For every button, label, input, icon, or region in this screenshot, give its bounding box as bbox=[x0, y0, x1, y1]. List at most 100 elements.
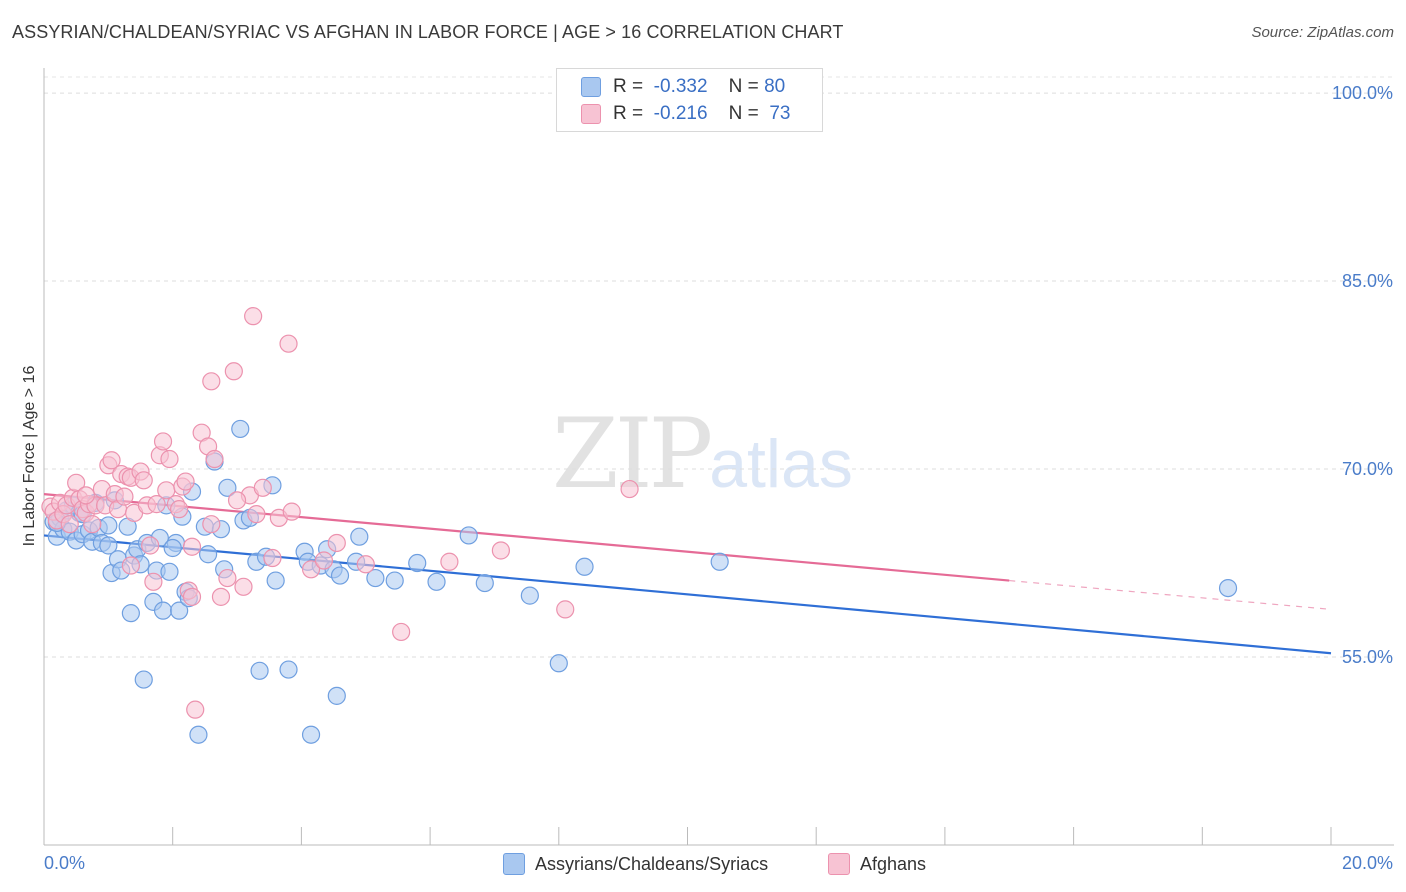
point-assyrians bbox=[350, 527, 369, 546]
point-afghans bbox=[144, 572, 163, 591]
point-afghans bbox=[121, 556, 140, 575]
point-assyrians bbox=[189, 725, 208, 744]
point-afghans bbox=[224, 362, 243, 381]
point-afghans bbox=[153, 432, 173, 451]
point-assyrians bbox=[250, 661, 269, 680]
bottom-legend-swatch-blue bbox=[503, 853, 525, 875]
point-afghans bbox=[205, 449, 224, 469]
point-assyrians bbox=[366, 568, 385, 588]
point-afghans bbox=[356, 555, 375, 574]
y-tick-label: 55.0% bbox=[1342, 647, 1393, 667]
legend-row-assyrians: R = -0.332 N = 80 bbox=[581, 75, 785, 99]
point-afghans bbox=[211, 587, 231, 606]
point-assyrians bbox=[218, 478, 237, 497]
point-assyrians bbox=[198, 545, 218, 564]
point-afghans bbox=[392, 622, 411, 642]
point-assyrians bbox=[163, 538, 182, 558]
point-afghans bbox=[227, 491, 247, 510]
point-afghans bbox=[314, 551, 334, 570]
point-afghans bbox=[83, 515, 102, 534]
bottom-legend-afghans[interactable]: Afghans bbox=[828, 852, 926, 876]
bottom-legend-label: Afghans bbox=[860, 853, 927, 874]
y-tick-label: 100.0% bbox=[1332, 83, 1393, 103]
watermark-atlas: atlas bbox=[709, 426, 853, 502]
stats-legend: R = -0.332 N = 80 R = -0.216 N = 73 bbox=[556, 68, 823, 132]
x-tick-label: 0.0% bbox=[44, 853, 85, 873]
point-afghans bbox=[186, 700, 205, 719]
point-afghans bbox=[102, 451, 121, 470]
point-afghans bbox=[202, 515, 221, 534]
point-assyrians bbox=[121, 604, 140, 623]
point-afghans bbox=[160, 449, 179, 469]
point-afghans bbox=[76, 486, 95, 505]
point-afghans bbox=[234, 577, 253, 596]
point-afghans bbox=[247, 505, 266, 524]
y-axis-label: In Labor Force | Age > 16 bbox=[21, 365, 38, 547]
source-label[interactable]: Source: ZipAtlas.com bbox=[1251, 24, 1394, 41]
point-assyrians bbox=[170, 601, 189, 620]
y-tick-label: 85.0% bbox=[1342, 271, 1393, 291]
y-tick-label: 70.0% bbox=[1342, 459, 1393, 479]
point-assyrians bbox=[279, 660, 298, 679]
point-assyrians bbox=[710, 552, 729, 571]
legend-n-value: 73 bbox=[769, 103, 791, 124]
point-afghans bbox=[244, 307, 263, 326]
point-assyrians bbox=[160, 562, 179, 581]
point-afghans bbox=[253, 478, 272, 497]
point-afghans bbox=[176, 472, 195, 491]
point-afghans bbox=[60, 515, 79, 534]
point-assyrians bbox=[301, 725, 321, 744]
point-afghans bbox=[491, 541, 510, 560]
point-assyrians bbox=[427, 572, 446, 591]
point-afghans bbox=[170, 500, 189, 519]
point-afghans bbox=[301, 560, 321, 579]
point-afghans bbox=[115, 487, 134, 506]
bottom-legend-label: Assyrians/Chaldeans/Syriacs bbox=[535, 853, 769, 874]
point-afghans bbox=[141, 536, 160, 555]
x-tick-label: 20.0% bbox=[1342, 853, 1393, 873]
y-tick-labels: 55.0% 70.0% 85.0% 100.0% bbox=[1332, 83, 1393, 667]
point-assyrians bbox=[266, 571, 285, 590]
x-tick-labels: 0.0% 20.0% bbox=[44, 853, 1393, 873]
point-afghans bbox=[182, 537, 202, 556]
point-afghans bbox=[327, 533, 346, 553]
chart-title: ASSYRIAN/CHALDEAN/SYRIAC VS AFGHAN IN LA… bbox=[12, 22, 844, 42]
point-afghans bbox=[279, 334, 298, 353]
point-assyrians bbox=[408, 553, 427, 573]
legend-n-value: 80 bbox=[764, 76, 786, 97]
point-afghans bbox=[182, 587, 202, 606]
point-assyrians bbox=[575, 557, 594, 576]
point-assyrians bbox=[327, 686, 346, 705]
axes bbox=[43, 68, 1394, 846]
legend-swatch-pink bbox=[581, 104, 601, 124]
legend-r-label: R = bbox=[613, 76, 644, 97]
point-assyrians bbox=[520, 586, 539, 605]
point-assyrians bbox=[459, 526, 478, 545]
data-points bbox=[41, 307, 1238, 744]
point-afghans bbox=[263, 548, 282, 568]
point-assyrians bbox=[385, 571, 404, 590]
trend-line-afghans bbox=[43, 493, 1010, 582]
point-afghans bbox=[620, 479, 639, 499]
point-assyrians bbox=[153, 601, 173, 620]
point-assyrians bbox=[330, 566, 350, 585]
point-afghans bbox=[202, 372, 221, 391]
point-assyrians bbox=[475, 573, 494, 593]
point-assyrians bbox=[99, 536, 118, 555]
point-afghans bbox=[440, 552, 459, 571]
bottom-legend-swatch-pink bbox=[828, 853, 850, 875]
point-assyrians bbox=[231, 419, 250, 439]
legend-swatch-blue bbox=[581, 77, 601, 97]
point-assyrians bbox=[99, 516, 118, 535]
legend-r-label: R = bbox=[613, 103, 644, 124]
point-afghans bbox=[282, 502, 301, 521]
point-afghans bbox=[147, 495, 166, 514]
trend-line-afghans-dashed bbox=[1009, 579, 1332, 610]
legend-n-label: N = bbox=[728, 76, 759, 97]
legend-r-value: -0.332 bbox=[653, 76, 708, 97]
trend-line-assyrians bbox=[43, 534, 1332, 655]
bottom-legend-assyrians[interactable]: Assyrians/Chaldeans/Syriacs bbox=[503, 852, 768, 876]
point-assyrians bbox=[134, 670, 153, 689]
point-afghans bbox=[218, 568, 237, 588]
